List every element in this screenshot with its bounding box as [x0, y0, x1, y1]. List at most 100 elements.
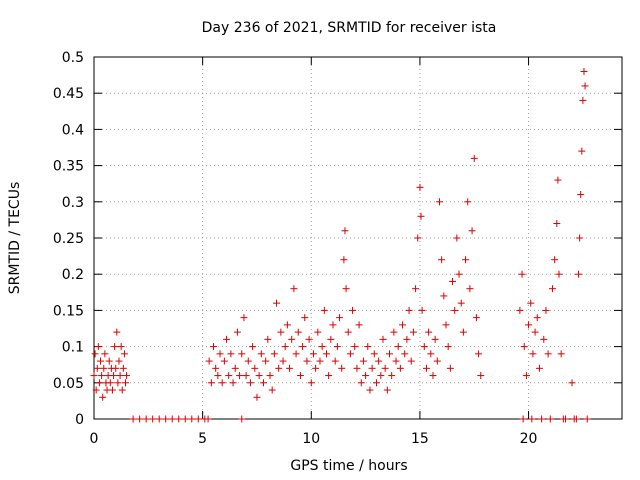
data-point: [257, 350, 265, 358]
data-point: [349, 306, 357, 314]
data-point: [129, 415, 137, 423]
y-tick-label: 0.2: [62, 267, 84, 283]
data-point: [93, 364, 101, 372]
data-point: [359, 357, 367, 365]
data-point: [438, 256, 446, 264]
data-point: [327, 335, 335, 343]
data-point: [399, 321, 407, 329]
data-point: [320, 306, 328, 314]
data-point: [464, 198, 472, 206]
data-point: [333, 343, 341, 351]
data-point: [455, 270, 463, 278]
data-point: [475, 350, 483, 358]
data-point: [459, 328, 467, 336]
data-point: [338, 364, 346, 372]
data-point: [576, 234, 584, 242]
data-point: [94, 343, 102, 351]
y-tick-label: 0.4: [62, 122, 84, 138]
data-point: [299, 343, 307, 351]
data-point: [412, 285, 420, 293]
data-point: [375, 357, 383, 365]
data-point: [244, 357, 252, 365]
data-point: [538, 415, 546, 423]
y-tick-label: 0.05: [53, 376, 84, 392]
data-point: [429, 372, 437, 380]
data-point: [309, 350, 317, 358]
data-point: [379, 335, 387, 343]
data-point: [449, 277, 457, 285]
data-point: [462, 256, 470, 264]
data-point: [444, 343, 452, 351]
data-point: [553, 220, 561, 228]
data-point: [290, 285, 298, 293]
data-point: [110, 372, 118, 380]
data-point: [98, 372, 106, 380]
data-point: [544, 350, 552, 358]
data-point: [108, 386, 116, 394]
data-point: [275, 364, 283, 372]
data-point: [442, 321, 450, 329]
data-point: [142, 415, 150, 423]
data-point: [305, 335, 313, 343]
data-point: [468, 227, 476, 235]
data-point: [568, 379, 576, 387]
data-point: [575, 270, 583, 278]
data-point: [551, 256, 559, 264]
data-point: [292, 350, 300, 358]
data-point: [329, 321, 337, 329]
data-point: [562, 415, 570, 423]
data-point: [255, 372, 263, 380]
y-axis-label: SRMTID / TECUs: [7, 182, 23, 295]
data-point: [220, 357, 228, 365]
data-point: [175, 415, 183, 423]
data-point: [405, 306, 413, 314]
data-point: [236, 372, 244, 380]
data-point: [270, 350, 278, 358]
data-point: [118, 386, 126, 394]
data-point: [531, 328, 539, 336]
data-point: [162, 415, 170, 423]
data-point: [401, 350, 409, 358]
data-point: [223, 335, 231, 343]
data-point: [296, 372, 304, 380]
data-point: [516, 306, 524, 314]
data-point: [229, 379, 237, 387]
data-point: [394, 343, 402, 351]
data-point: [279, 357, 287, 365]
data-point: [303, 357, 311, 365]
data-point: [246, 379, 254, 387]
data-point: [281, 343, 289, 351]
data-point: [216, 350, 224, 358]
data-point: [91, 350, 99, 358]
data-point: [396, 364, 404, 372]
chart-title: Day 236 of 2021, SRMTID for receiver ist…: [202, 20, 497, 36]
data-point: [105, 357, 113, 365]
data-point: [316, 357, 324, 365]
data-point: [342, 285, 350, 293]
data-point: [403, 335, 411, 343]
data-point: [242, 372, 250, 380]
data-point: [314, 328, 322, 336]
data-point: [440, 292, 448, 300]
data-point: [390, 328, 398, 336]
data-point: [527, 299, 535, 307]
data-point: [377, 372, 385, 380]
data-point: [554, 176, 562, 184]
data-point: [418, 306, 426, 314]
data-point: [331, 357, 339, 365]
data-point: [336, 314, 344, 322]
data-point: [416, 183, 424, 191]
data-point: [579, 96, 587, 104]
data-point: [212, 364, 220, 372]
data-point: [425, 328, 433, 336]
data-point: [557, 350, 565, 358]
data-point: [92, 386, 100, 394]
data-point: [227, 350, 235, 358]
data-point: [231, 364, 239, 372]
data-point: [155, 415, 163, 423]
data-point: [266, 372, 274, 380]
data-point: [268, 386, 276, 394]
data-point: [392, 357, 400, 365]
data-point: [529, 350, 537, 358]
